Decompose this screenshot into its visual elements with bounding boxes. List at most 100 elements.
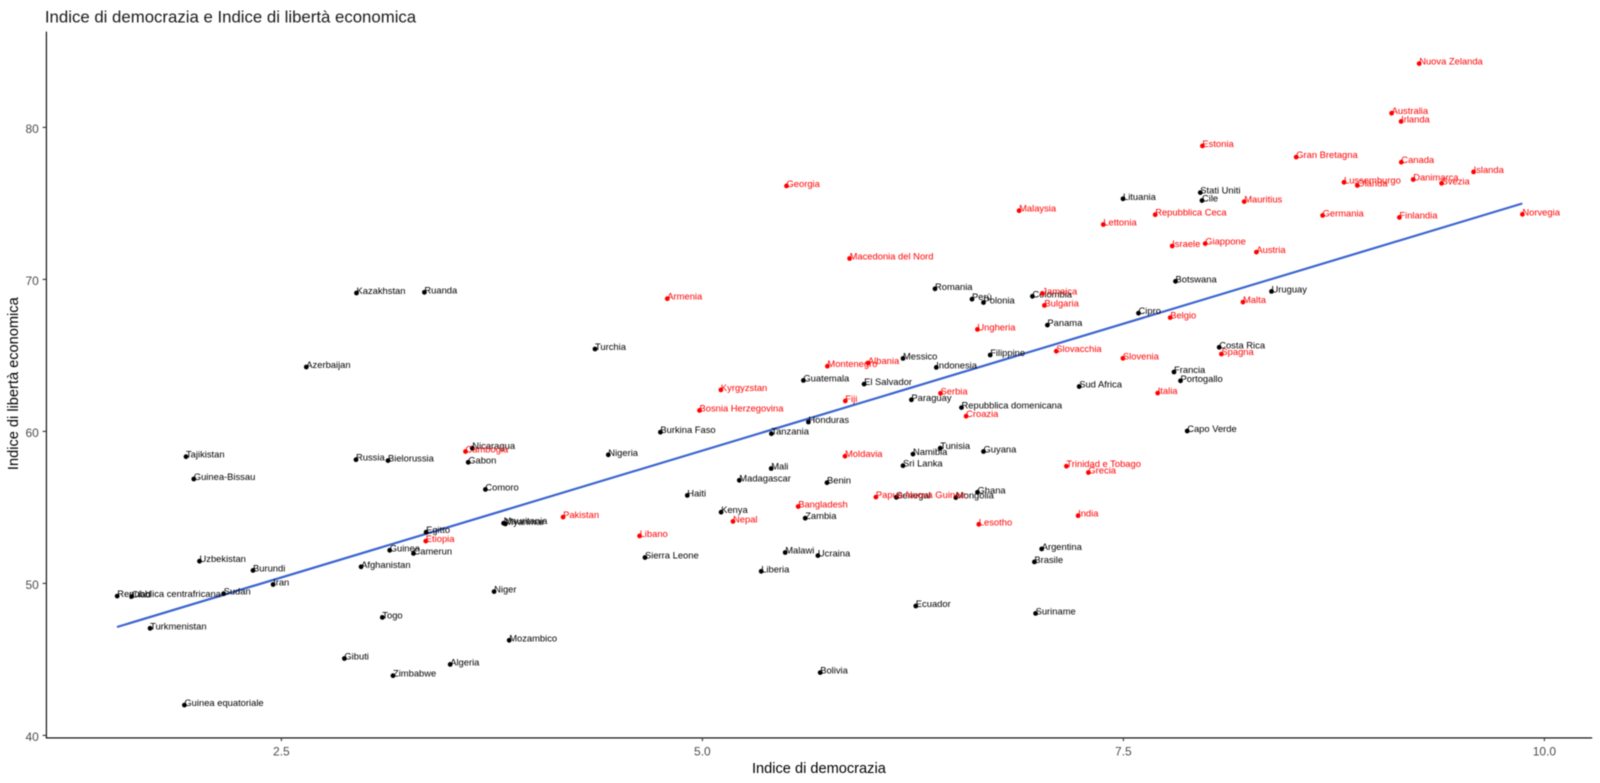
- svg-text:Moldavia: Moldavia: [845, 448, 883, 459]
- svg-text:Fiji: Fiji: [845, 393, 857, 404]
- svg-text:Lituania: Lituania: [1123, 191, 1157, 202]
- svg-text:Tunisia: Tunisia: [940, 440, 971, 451]
- svg-text:80: 80: [25, 122, 39, 136]
- svg-text:Costa Rica: Costa Rica: [1219, 339, 1266, 350]
- svg-text:Egitto: Egitto: [426, 524, 450, 535]
- svg-text:Mauritius: Mauritius: [1244, 194, 1282, 205]
- svg-text:Olanda: Olanda: [1357, 177, 1388, 188]
- svg-text:Malta: Malta: [1243, 294, 1267, 305]
- svg-text:Guinea: Guinea: [390, 542, 421, 553]
- svg-text:Irlanda: Irlanda: [1401, 113, 1430, 124]
- svg-text:Francia: Francia: [1174, 364, 1206, 375]
- svg-text:Bolivia: Bolivia: [820, 665, 848, 676]
- svg-text:Colombia: Colombia: [1032, 288, 1072, 299]
- svg-text:Comoro: Comoro: [485, 481, 518, 492]
- svg-text:Togo: Togo: [382, 609, 402, 620]
- svg-text:Indice di libertà economica: Indice di libertà economica: [6, 296, 22, 470]
- svg-text:Canada: Canada: [1401, 154, 1435, 165]
- svg-text:Senegal: Senegal: [896, 489, 930, 500]
- svg-text:Lussemburgo: Lussemburgo: [1344, 174, 1401, 185]
- svg-text:Ciad: Ciad: [132, 589, 151, 600]
- svg-text:Cipro: Cipro: [1139, 305, 1161, 316]
- svg-text:Gabon: Gabon: [468, 454, 496, 465]
- svg-text:Austria: Austria: [1256, 244, 1286, 255]
- svg-text:Repubblica domenicana: Repubblica domenicana: [962, 400, 1063, 411]
- svg-text:Tanzania: Tanzania: [771, 426, 809, 437]
- svg-text:Nicaragua: Nicaragua: [472, 440, 516, 451]
- svg-text:5.0: 5.0: [694, 745, 711, 759]
- svg-text:Sud Africa: Sud Africa: [1079, 379, 1123, 390]
- svg-text:Israele: Israele: [1172, 238, 1200, 249]
- svg-text:Mali: Mali: [771, 461, 788, 472]
- svg-text:Germania: Germania: [1323, 207, 1365, 218]
- svg-text:India: India: [1078, 508, 1099, 519]
- svg-text:Svezia: Svezia: [1442, 175, 1471, 186]
- svg-text:Benin: Benin: [827, 475, 851, 486]
- svg-text:Spagna: Spagna: [1221, 346, 1254, 357]
- svg-text:Argentina: Argentina: [1042, 541, 1083, 552]
- svg-text:Azerbaijan: Azerbaijan: [306, 359, 350, 370]
- svg-text:Algeria: Algeria: [450, 656, 480, 667]
- svg-text:Paraguay: Paraguay: [911, 392, 951, 403]
- svg-text:7.5: 7.5: [1115, 745, 1132, 759]
- svg-text:Guyana: Guyana: [984, 444, 1018, 455]
- svg-text:Polonia: Polonia: [984, 295, 1016, 306]
- svg-text:Gibuti: Gibuti: [344, 651, 369, 662]
- svg-text:Ucraina: Ucraina: [818, 548, 851, 559]
- svg-text:Australia: Australia: [1392, 105, 1429, 116]
- svg-text:Estonia: Estonia: [1202, 138, 1234, 149]
- svg-text:Islanda: Islanda: [1474, 164, 1505, 175]
- svg-text:Zimbabwe: Zimbabwe: [393, 668, 436, 679]
- svg-text:Kazakhstan: Kazakhstan: [357, 285, 406, 296]
- svg-text:Myanmar: Myanmar: [505, 516, 544, 527]
- svg-text:Kyrgyzstan: Kyrgyzstan: [721, 382, 767, 393]
- svg-text:Romania: Romania: [935, 281, 973, 292]
- svg-text:Malawi: Malawi: [785, 545, 814, 556]
- svg-text:Finlandia: Finlandia: [1399, 209, 1438, 220]
- svg-text:Mozambico: Mozambico: [509, 632, 557, 643]
- svg-text:Burundi: Burundi: [253, 562, 285, 573]
- svg-text:Mongolia: Mongolia: [956, 490, 995, 501]
- svg-text:Russia: Russia: [356, 452, 385, 463]
- svg-text:Nuova Zelanda: Nuova Zelanda: [1419, 56, 1483, 67]
- svg-text:Burkina Faso: Burkina Faso: [660, 424, 715, 435]
- svg-text:Botswana: Botswana: [1176, 273, 1218, 284]
- svg-text:Bulgaria: Bulgaria: [1044, 297, 1079, 308]
- svg-text:Papua Nuova Guinea: Papua Nuova Guinea: [876, 489, 966, 500]
- svg-text:10.0: 10.0: [1533, 745, 1557, 759]
- svg-text:Portogallo: Portogallo: [1181, 373, 1223, 384]
- svg-text:Lesotho: Lesotho: [979, 516, 1012, 527]
- svg-text:70: 70: [25, 274, 39, 288]
- svg-text:Pakistan: Pakistan: [563, 509, 599, 520]
- svg-text:Sri Lanka: Sri Lanka: [903, 458, 943, 469]
- svg-text:Messico: Messico: [903, 350, 937, 361]
- svg-text:Macedonia del Nord: Macedonia del Nord: [850, 251, 934, 262]
- svg-text:Camerun: Camerun: [414, 545, 453, 556]
- svg-text:Stati Uniti: Stati Uniti: [1200, 185, 1240, 196]
- svg-text:Croazia: Croazia: [966, 408, 999, 419]
- svg-text:Panama: Panama: [1047, 317, 1083, 328]
- svg-text:50: 50: [25, 578, 39, 592]
- svg-text:Afghanistan: Afghanistan: [361, 559, 411, 570]
- svg-text:Iran: Iran: [273, 577, 289, 588]
- svg-text:Lettonia: Lettonia: [1103, 217, 1137, 228]
- svg-text:Zambia: Zambia: [805, 510, 837, 521]
- svg-text:Libano: Libano: [640, 528, 668, 539]
- svg-text:Guinea-Bissau: Guinea-Bissau: [194, 471, 256, 482]
- svg-text:Grecia: Grecia: [1088, 465, 1116, 476]
- svg-text:Cile: Cile: [1202, 193, 1218, 204]
- svg-text:40: 40: [25, 730, 39, 744]
- svg-text:Haiti: Haiti: [687, 487, 706, 498]
- svg-text:Guatemala: Guatemala: [803, 372, 850, 383]
- svg-text:Ghana: Ghana: [978, 484, 1007, 495]
- svg-text:Belgio: Belgio: [1170, 310, 1196, 321]
- svg-text:Etiopia: Etiopia: [426, 533, 455, 544]
- svg-text:Kenya: Kenya: [721, 504, 748, 515]
- svg-text:Indice di democrazia: Indice di democrazia: [752, 761, 887, 777]
- svg-text:Liberia: Liberia: [761, 563, 790, 574]
- svg-text:Trinidad e Tobago: Trinidad e Tobago: [1066, 458, 1141, 469]
- svg-text:Repubblica Ceca: Repubblica Ceca: [1155, 207, 1227, 218]
- svg-text:2.5: 2.5: [273, 745, 290, 759]
- svg-text:Georgia: Georgia: [787, 178, 821, 189]
- svg-text:Bielorussia: Bielorussia: [388, 453, 435, 464]
